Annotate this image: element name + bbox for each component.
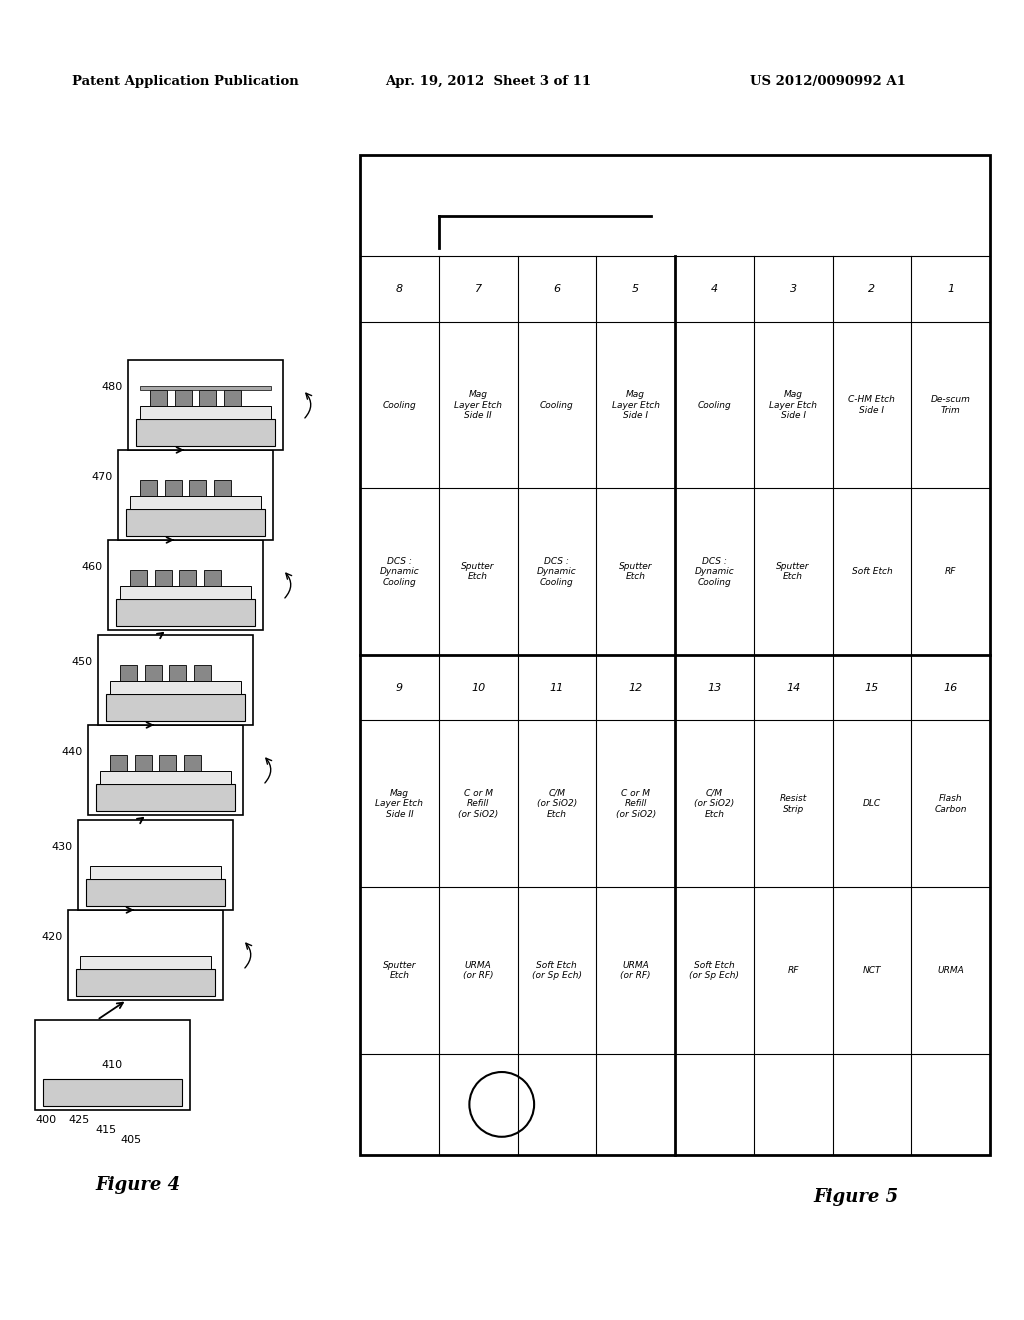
Text: 450: 450 bbox=[72, 657, 93, 667]
Text: 425: 425 bbox=[68, 1115, 89, 1125]
Bar bbox=[195, 665, 211, 681]
Text: 470: 470 bbox=[92, 473, 113, 482]
Text: 460: 460 bbox=[82, 562, 103, 572]
Text: NCT: NCT bbox=[862, 966, 881, 975]
Bar bbox=[76, 969, 215, 995]
Bar bbox=[169, 665, 186, 681]
Bar bbox=[160, 755, 176, 771]
Bar bbox=[155, 570, 172, 586]
Bar bbox=[200, 389, 216, 407]
Bar bbox=[189, 479, 207, 496]
Text: 11: 11 bbox=[550, 682, 564, 693]
Bar bbox=[110, 755, 127, 771]
Bar bbox=[165, 479, 181, 496]
Bar bbox=[360, 154, 990, 1155]
Text: C-HM Etch
Side I: C-HM Etch Side I bbox=[849, 395, 895, 414]
Text: 8: 8 bbox=[396, 284, 402, 294]
Text: C/M
(or SiO2)
Etch: C/M (or SiO2) Etch bbox=[537, 789, 577, 818]
Text: 9: 9 bbox=[396, 682, 402, 693]
Bar bbox=[179, 570, 197, 586]
Bar bbox=[108, 540, 263, 630]
Text: RF: RF bbox=[787, 966, 799, 975]
Bar bbox=[120, 665, 137, 681]
Bar bbox=[134, 755, 152, 771]
Text: 10: 10 bbox=[471, 682, 485, 693]
Text: 400: 400 bbox=[35, 1115, 56, 1125]
Text: 415: 415 bbox=[95, 1125, 116, 1135]
Bar bbox=[144, 665, 162, 681]
Text: 12: 12 bbox=[629, 682, 643, 693]
Text: 6: 6 bbox=[553, 284, 560, 294]
Text: 7: 7 bbox=[474, 284, 481, 294]
Bar bbox=[204, 570, 221, 586]
Text: 440: 440 bbox=[61, 747, 83, 756]
Text: Sputter
Etch: Sputter Etch bbox=[383, 961, 416, 981]
Bar bbox=[78, 820, 233, 909]
Text: 2: 2 bbox=[868, 284, 876, 294]
Text: DCS :
Dynamic
Cooling: DCS : Dynamic Cooling bbox=[694, 557, 734, 586]
Text: Cooling: Cooling bbox=[697, 400, 731, 409]
Text: 480: 480 bbox=[101, 381, 123, 392]
Text: RF: RF bbox=[945, 568, 956, 576]
Bar bbox=[98, 635, 253, 725]
Text: De-scum
Trim: De-scum Trim bbox=[931, 395, 971, 414]
Bar bbox=[214, 479, 231, 496]
Text: Mag
Layer Etch
Side II: Mag Layer Etch Side II bbox=[454, 391, 502, 420]
Bar bbox=[139, 479, 157, 496]
Bar bbox=[118, 450, 273, 540]
Text: Figure 4: Figure 4 bbox=[95, 1176, 180, 1195]
Text: 15: 15 bbox=[864, 682, 879, 693]
Bar bbox=[140, 407, 270, 418]
Text: 16: 16 bbox=[943, 682, 957, 693]
Text: Flash
Carbon: Flash Carbon bbox=[934, 795, 967, 813]
Text: 430: 430 bbox=[52, 842, 73, 851]
Bar bbox=[128, 360, 283, 450]
Text: Patent Application Publication: Patent Application Publication bbox=[72, 75, 299, 88]
Text: Figure 5: Figure 5 bbox=[814, 1188, 899, 1206]
Text: Cooling: Cooling bbox=[540, 400, 573, 409]
Text: Sputter
Etch: Sputter Etch bbox=[462, 562, 495, 581]
Text: 410: 410 bbox=[102, 1060, 123, 1071]
Text: 3: 3 bbox=[790, 284, 797, 294]
Bar bbox=[68, 909, 223, 1001]
Text: DCS :
Dynamic
Cooling: DCS : Dynamic Cooling bbox=[537, 557, 577, 586]
Text: Cooling: Cooling bbox=[383, 400, 416, 409]
Text: Resist
Strip: Resist Strip bbox=[779, 795, 807, 813]
Text: Mag
Layer Etch
Side I: Mag Layer Etch Side I bbox=[769, 391, 817, 420]
Text: US 2012/0090992 A1: US 2012/0090992 A1 bbox=[750, 75, 906, 88]
Bar bbox=[35, 1020, 190, 1110]
Bar bbox=[184, 755, 201, 771]
Text: DCS :
Dynamic
Cooling: DCS : Dynamic Cooling bbox=[380, 557, 419, 586]
Bar bbox=[100, 771, 230, 784]
Text: 5: 5 bbox=[632, 284, 639, 294]
Text: URMA
(or RF): URMA (or RF) bbox=[463, 961, 494, 981]
Text: DLC: DLC bbox=[863, 800, 881, 808]
Bar bbox=[88, 725, 243, 814]
Text: Soft Etch
(or Sp Ech): Soft Etch (or Sp Ech) bbox=[531, 961, 582, 981]
Bar bbox=[121, 586, 251, 598]
Bar bbox=[43, 1078, 182, 1106]
Bar bbox=[130, 570, 146, 586]
Text: 1: 1 bbox=[947, 284, 954, 294]
Text: Soft Etch: Soft Etch bbox=[852, 568, 892, 576]
Text: Sputter
Etch: Sputter Etch bbox=[618, 562, 652, 581]
Bar bbox=[174, 389, 191, 407]
Text: Apr. 19, 2012  Sheet 3 of 11: Apr. 19, 2012 Sheet 3 of 11 bbox=[385, 75, 591, 88]
Text: C or M
Refill
(or SiO2): C or M Refill (or SiO2) bbox=[458, 789, 499, 818]
Bar bbox=[111, 681, 241, 693]
Text: Sputter
Etch: Sputter Etch bbox=[776, 562, 810, 581]
Text: 4: 4 bbox=[711, 284, 718, 294]
Bar bbox=[86, 879, 225, 906]
Bar bbox=[96, 784, 236, 810]
Bar bbox=[81, 956, 211, 969]
Text: C or M
Refill
(or SiO2): C or M Refill (or SiO2) bbox=[615, 789, 655, 818]
Text: 405: 405 bbox=[120, 1135, 141, 1144]
Bar bbox=[224, 389, 241, 407]
Bar bbox=[150, 389, 167, 407]
Text: Mag
Layer Etch
Side II: Mag Layer Etch Side II bbox=[376, 789, 423, 818]
Bar bbox=[136, 418, 275, 446]
Bar bbox=[130, 496, 260, 508]
Text: C/M
(or SiO2)
Etch: C/M (or SiO2) Etch bbox=[694, 789, 734, 818]
Bar bbox=[105, 693, 246, 721]
Text: 14: 14 bbox=[786, 682, 800, 693]
